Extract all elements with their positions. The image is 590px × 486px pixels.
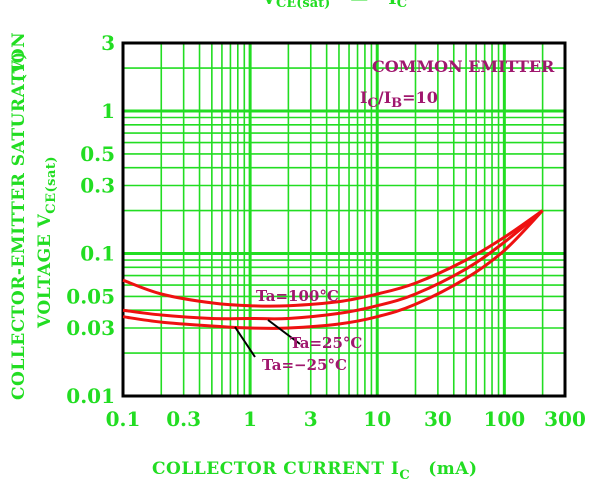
y-tick-label: 0.3: [80, 174, 115, 198]
x-tick-label: 100: [483, 407, 525, 431]
x-axis-title: COLLECTOR CURRENT IC (mA): [152, 459, 478, 483]
x-axis-title-sub: C: [399, 468, 410, 483]
annotation-ib: /I: [378, 88, 391, 107]
x-tick-label: 0.1: [106, 407, 141, 431]
label-tam25: Ta=−25°C: [262, 356, 347, 374]
leader-ta25: [267, 319, 301, 345]
annotation-line1: COMMON EMITTER: [372, 57, 555, 76]
x-tick-label: 0.3: [166, 407, 201, 431]
annotation-ic: I: [360, 88, 367, 107]
x-tick-label: 300: [544, 407, 586, 431]
leader-tam25: [234, 326, 256, 358]
y-tick-label: 3: [101, 31, 115, 55]
annotation-ib-sub: B: [391, 96, 402, 111]
curves: [122, 209, 544, 330]
svg-text:VCE(sat)—IC: VCE(sat) — IC: [261, 0, 407, 11]
y-tick-label: 0.05: [66, 284, 115, 308]
x-tick-label: 10: [363, 407, 391, 431]
title-main: V: [261, 0, 277, 9]
y-axis-title-line2: VOLTAGE VCE(sat): [35, 156, 59, 329]
series-line-2: [122, 209, 544, 330]
series-labels: Ta=100°C Ta=25°C Ta=−25°C: [234, 287, 362, 374]
y-tick-label: 0.5: [80, 142, 115, 166]
y-axis-title-line2-main: VOLTAGE V: [35, 213, 55, 329]
y-tick-label: 1: [101, 99, 115, 123]
title-sub: CE(sat): [276, 0, 330, 11]
title-end-sub: C: [397, 0, 407, 11]
label-ta25: Ta=25°C: [290, 334, 362, 352]
y-axis-title-line1: COLLECTOR-EMITTER SATURATION: [9, 32, 29, 400]
series-line-1: [122, 209, 544, 321]
x-tick-label: 30: [424, 407, 452, 431]
chart-title: VCE(sat) — IC: [261, 0, 407, 11]
x-tick-label: 1: [243, 407, 257, 431]
y-tick-label: 0.03: [66, 316, 115, 340]
annotation-ratio: =10: [402, 88, 438, 107]
y-tick-label: 0.1: [80, 241, 115, 265]
y-axis-title-unit: (V): [9, 51, 29, 82]
plot-frame: [121, 41, 567, 398]
x-axis-title-main: COLLECTOR CURRENT I: [152, 459, 399, 479]
x-tick-label: 3: [304, 407, 318, 431]
x-axis-title-unit: (mA): [428, 459, 477, 479]
y-axis-title-line2-sub: CE(sat): [44, 156, 59, 214]
y-axis-title: COLLECTOR-EMITTER SATURATION (V) VOLTAGE…: [9, 32, 59, 400]
annotation-ic-sub: C: [367, 96, 377, 111]
annotation: COMMON EMITTER IC/IB=10: [360, 57, 555, 111]
series-line-0: [122, 209, 544, 308]
axis-ticks: 0.1 0.3 1 3 10 30 100 300 3 1 0.5 0.3 0.1 0.05 0.03 0.0…: [66, 31, 586, 431]
label-ta100: Ta=100°C: [256, 287, 339, 305]
annotation-line2: IC/IB=10: [360, 88, 438, 111]
title-mid: —: [350, 0, 368, 9]
y-tick-label: 0.01: [66, 384, 115, 408]
title-end: I: [388, 0, 396, 9]
